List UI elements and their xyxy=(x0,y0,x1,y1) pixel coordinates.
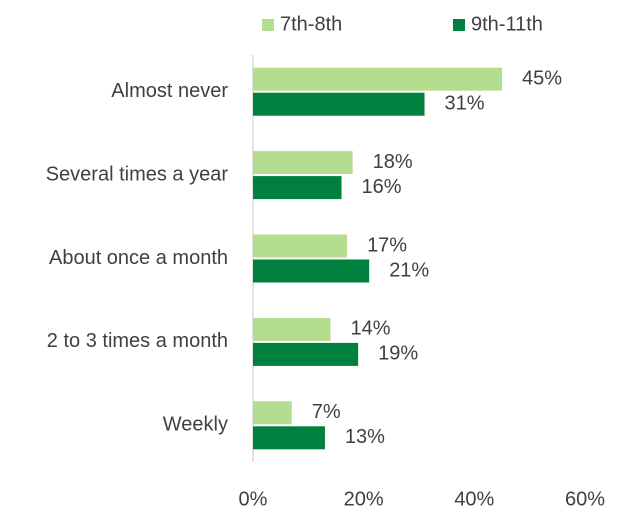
legend-swatch xyxy=(453,19,465,31)
value-label: 17% xyxy=(367,234,407,256)
y-tick-label: Weekly xyxy=(163,414,228,436)
bar xyxy=(253,401,292,425)
bar xyxy=(253,176,342,200)
value-label: 21% xyxy=(389,259,429,281)
x-tick-label: 0% xyxy=(239,488,268,510)
value-label: 7% xyxy=(312,401,341,423)
bar xyxy=(253,234,348,258)
x-tick-label: 60% xyxy=(565,488,605,510)
x-tick-label: 40% xyxy=(454,488,494,510)
legend-label: 7th-8th xyxy=(280,13,342,35)
y-tick-label: 2 to 3 times a month xyxy=(47,330,228,352)
value-label: 45% xyxy=(522,67,562,89)
y-tick-label: Almost never xyxy=(111,80,228,102)
bar xyxy=(253,151,353,175)
value-label: 16% xyxy=(362,176,402,198)
y-tick-label: Several times a year xyxy=(46,163,229,185)
x-tick-label: 20% xyxy=(344,488,384,510)
value-label: 18% xyxy=(373,151,413,173)
bar xyxy=(253,92,425,116)
value-label: 14% xyxy=(350,318,390,340)
bar xyxy=(253,317,331,341)
y-tick-label: About once a month xyxy=(49,247,228,269)
legend-label: 9th-11th xyxy=(471,13,543,35)
value-label: 31% xyxy=(445,92,485,114)
bar xyxy=(253,67,502,91)
value-label: 19% xyxy=(378,343,418,365)
legend-swatch xyxy=(262,19,274,31)
bar xyxy=(253,342,359,366)
bar xyxy=(253,426,325,450)
value-label: 13% xyxy=(345,426,385,448)
bar xyxy=(253,259,370,283)
